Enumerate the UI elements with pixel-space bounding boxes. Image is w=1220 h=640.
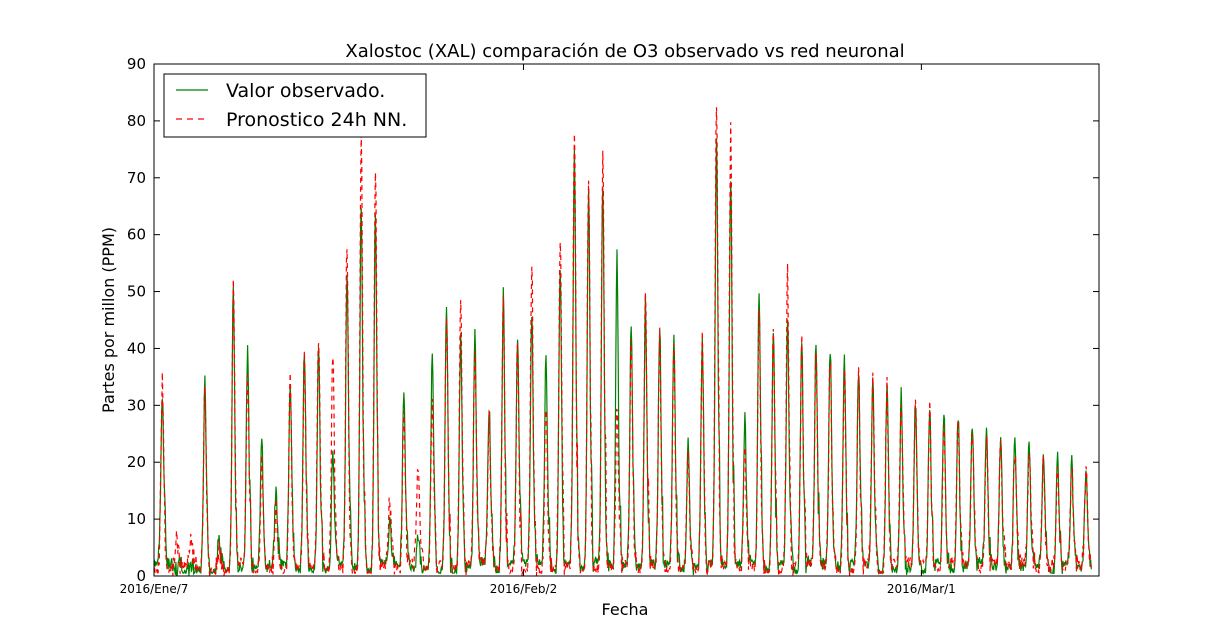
legend-label-observed: Valor observado.	[226, 80, 385, 102]
y-tick-label: 20	[127, 453, 146, 471]
plot-frame	[153, 63, 1100, 577]
x-axis-label: Fecha	[602, 600, 649, 619]
series-line-observed	[154, 138, 1092, 576]
legend-label-forecast: Pronostico 24h NN.	[226, 109, 407, 131]
y-axis-label: Partes por millon (PPM)	[99, 227, 118, 413]
y-tick-label: 50	[127, 283, 146, 301]
legend: Valor observado. Pronostico 24h NN.	[163, 73, 427, 138]
series-layer	[154, 107, 1092, 576]
y-tick-label: 10	[127, 510, 146, 528]
y-axis: 0 10 20 30 40 50 60 70 80 90	[127, 55, 1099, 585]
chart-title: Xalostoc (XAL) comparación de O3 observa…	[345, 41, 904, 62]
x-tick-label: 2016/Ene/7	[120, 582, 189, 596]
y-tick-label: 60	[127, 226, 146, 244]
x-axis: 2016/Ene/7 2016/Feb/2 2016/Mar/1	[120, 64, 956, 596]
x-tick-label: 2016/Mar/1	[887, 582, 956, 596]
legend-box	[163, 73, 427, 138]
y-tick-label: 30	[127, 396, 146, 414]
y-tick-label: 70	[127, 169, 146, 187]
y-tick-label: 0	[136, 567, 146, 585]
series-line-forecast	[154, 107, 1092, 576]
y-tick-label: 40	[127, 339, 146, 357]
y-tick-label: 90	[127, 55, 146, 73]
y-tick-label: 80	[127, 112, 146, 130]
x-tick-label: 2016/Feb/2	[490, 582, 558, 596]
